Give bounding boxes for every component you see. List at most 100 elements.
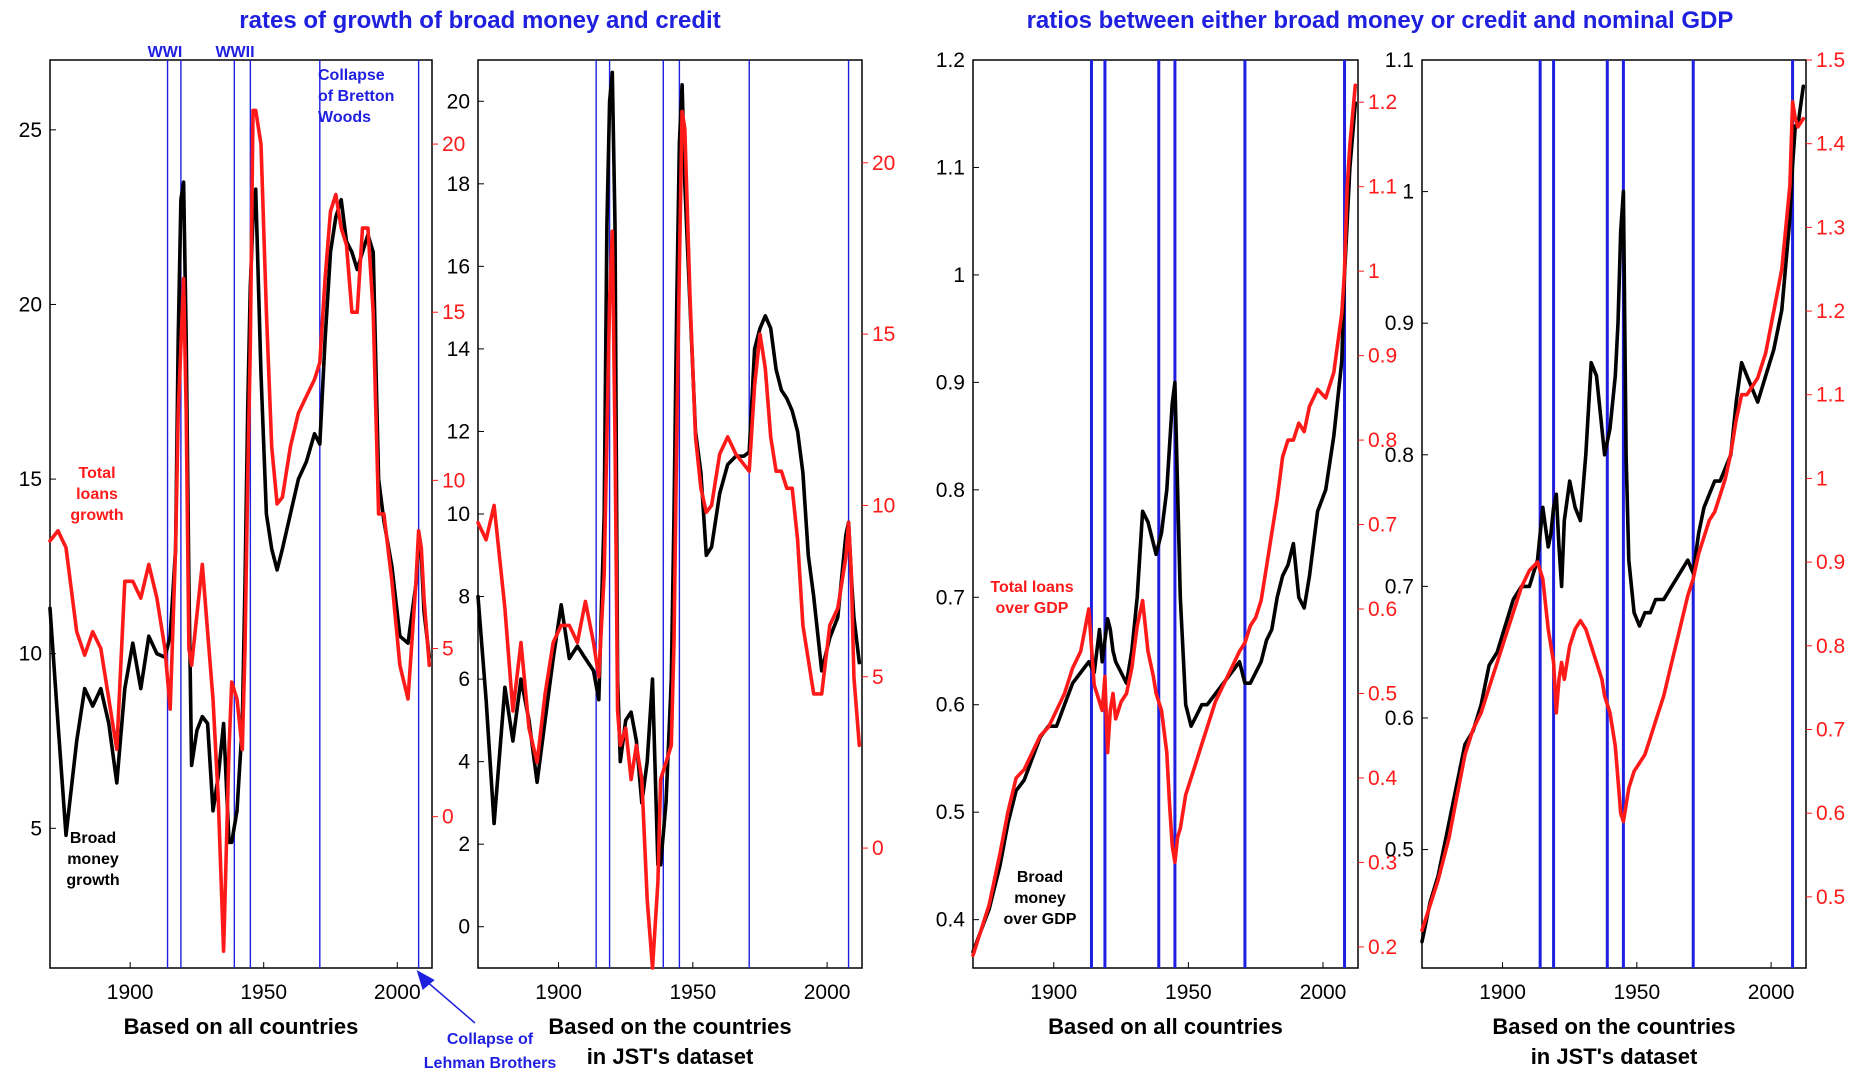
left-supertitle: rates of growth of broad money and credi… bbox=[239, 7, 720, 34]
annotation-lehman: Collapse of bbox=[447, 1031, 534, 1048]
right-tick-label: 0.7 bbox=[1368, 514, 1397, 537]
right-tick-label: 20 bbox=[872, 152, 895, 175]
right-tick-label: 0.6 bbox=[1816, 802, 1845, 825]
left-tick-label: 14 bbox=[447, 338, 471, 361]
annotation-loans-growth: Total bbox=[78, 465, 115, 482]
right-tick-label: 0.3 bbox=[1368, 851, 1397, 874]
plot-frame bbox=[477, 59, 863, 969]
left-tick-label: 8 bbox=[458, 586, 470, 609]
x-tick-label: 1950 bbox=[1165, 981, 1212, 1004]
right-tick-label: 0.8 bbox=[1816, 635, 1845, 658]
left-tick-label: 0.8 bbox=[936, 479, 965, 502]
x-tick-label: 1950 bbox=[240, 981, 287, 1004]
right-tick-label: 0 bbox=[442, 806, 454, 829]
x-tick-label: 2000 bbox=[804, 981, 851, 1004]
chart-panel-1: 5 10 15 20 25 0 5 10 15 20 1900 1950 2000 Based on al… bbox=[19, 59, 465, 1039]
left-tick-label: 15 bbox=[19, 468, 42, 491]
series-line-credit bbox=[48, 108, 432, 953]
left-tick-label: 16 bbox=[447, 255, 470, 278]
annotation-money-growth: money bbox=[67, 851, 119, 868]
right-tick-label: 0.9 bbox=[1816, 551, 1845, 574]
panel-caption: Based on the countries bbox=[1492, 1014, 1735, 1039]
chart-panel-3: 0.4 0.5 0.6 0.7 0.8 0.9 1 1.1 1.2 0.2 0.3 0.4 0.5 0.6… bbox=[936, 49, 1398, 1039]
left-tick-label: 2 bbox=[458, 833, 470, 856]
right-tick-label: 10 bbox=[872, 494, 895, 517]
series-line-money bbox=[971, 101, 1358, 954]
annotation-lehman: Lehman Brothers bbox=[424, 1055, 557, 1070]
x-tick-label: 1900 bbox=[107, 981, 154, 1004]
left-tick-label: 0.7 bbox=[1385, 575, 1414, 598]
lehman-arrow-line bbox=[422, 977, 476, 1024]
annotation-money-gdp: Broad bbox=[1017, 869, 1063, 886]
right-tick-label: 0.4 bbox=[1368, 767, 1398, 790]
left-tick-label: 4 bbox=[458, 751, 470, 774]
annotation-wwii: WWII bbox=[215, 44, 254, 61]
left-tick-label: 10 bbox=[447, 503, 470, 526]
chart-panel-4: 0.5 0.6 0.7 0.8 0.9 1 1.1 0.5 0.6 0.7 0.8 0.9 1 1.1 1.… bbox=[1385, 49, 1846, 1069]
left-tick-label: 0 bbox=[458, 916, 470, 939]
left-tick-label: 0.8 bbox=[1385, 444, 1414, 467]
right-tick-label: 1.1 bbox=[1368, 176, 1397, 199]
left-tick-label: 0.6 bbox=[936, 694, 965, 717]
right-tick-label: 1.2 bbox=[1816, 300, 1845, 323]
x-tick-label: 1900 bbox=[535, 981, 582, 1004]
left-tick-label: 12 bbox=[447, 420, 470, 443]
x-tick-label: 1950 bbox=[1613, 981, 1660, 1004]
series-line-money bbox=[1420, 84, 1806, 944]
left-tick-label: 5 bbox=[30, 817, 42, 840]
x-tick-label: 2000 bbox=[374, 981, 421, 1004]
series-line-credit bbox=[971, 83, 1358, 958]
right-tick-label: 0.2 bbox=[1368, 936, 1397, 959]
left-tick-label: 1 bbox=[953, 264, 965, 287]
left-tick-label: 20 bbox=[19, 293, 42, 316]
plot-frame bbox=[1421, 59, 1807, 969]
right-tick-label: 1 bbox=[1368, 260, 1380, 283]
left-tick-label: 1.1 bbox=[936, 156, 965, 179]
annotation-money-growth: Broad bbox=[70, 830, 116, 847]
annotation-money-growth: growth bbox=[66, 872, 119, 889]
left-tick-label: 10 bbox=[19, 643, 42, 666]
left-tick-label: 0.7 bbox=[936, 586, 965, 609]
chart-panel-2: 0 2 4 6 8 10 12 14 16 18 20 0 5 10 15 20 1900 1950 2000 Bas… bbox=[447, 59, 895, 1069]
panel-caption: in JST's dataset bbox=[1531, 1044, 1698, 1069]
plot-frame bbox=[49, 59, 433, 969]
right-tick-label: 0.6 bbox=[1368, 598, 1397, 621]
right-tick-label: 20 bbox=[442, 133, 465, 156]
series-line-credit bbox=[1420, 100, 1806, 933]
annotation-money-gdp: over GDP bbox=[1004, 911, 1077, 928]
annotation-bretton-woods: Woods bbox=[318, 109, 371, 126]
right-tick-label: 5 bbox=[872, 666, 884, 689]
panel-caption: in JST's dataset bbox=[587, 1044, 754, 1069]
left-tick-label: 1 bbox=[1402, 181, 1414, 204]
left-tick-label: 0.5 bbox=[1385, 839, 1414, 862]
right-tick-label: 1.5 bbox=[1816, 49, 1845, 72]
annotation-loans-gdp: Total loans bbox=[990, 579, 1073, 596]
right-tick-label: 1.4 bbox=[1816, 133, 1846, 156]
x-tick-label: 1950 bbox=[669, 981, 716, 1004]
right-tick-label: 1.3 bbox=[1816, 216, 1845, 239]
lehman-arrow-head bbox=[416, 970, 435, 990]
x-tick-label: 1900 bbox=[1030, 981, 1077, 1004]
annotation-bretton-woods: of Bretton bbox=[318, 88, 394, 105]
right-tick-label: 1.1 bbox=[1816, 384, 1845, 407]
x-tick-label: 2000 bbox=[1748, 981, 1795, 1004]
x-tick-label: 2000 bbox=[1300, 981, 1347, 1004]
left-tick-label: 20 bbox=[447, 90, 470, 113]
right-tick-label: 5 bbox=[442, 638, 454, 661]
right-tick-label: 10 bbox=[442, 469, 465, 492]
right-tick-label: 0.9 bbox=[1368, 345, 1397, 368]
right-tick-label: 1.2 bbox=[1368, 91, 1397, 114]
left-tick-label: 6 bbox=[458, 668, 470, 691]
right-tick-label: 0.7 bbox=[1816, 718, 1845, 741]
panel-caption: Based on all countries bbox=[1048, 1014, 1283, 1039]
annotation-bretton-woods: Collapse bbox=[318, 67, 385, 84]
right-tick-label: 15 bbox=[872, 323, 895, 346]
right-tick-label: 0 bbox=[872, 837, 884, 860]
right-tick-label: 0.5 bbox=[1816, 886, 1845, 909]
annotations: WWI WWII Collapse of Bretton Woods Total loans… bbox=[66, 44, 1076, 1070]
panel-caption: Based on all countries bbox=[124, 1014, 359, 1039]
left-tick-label: 1.1 bbox=[1385, 49, 1414, 72]
annotation-loans-gdp: over GDP bbox=[996, 600, 1069, 617]
